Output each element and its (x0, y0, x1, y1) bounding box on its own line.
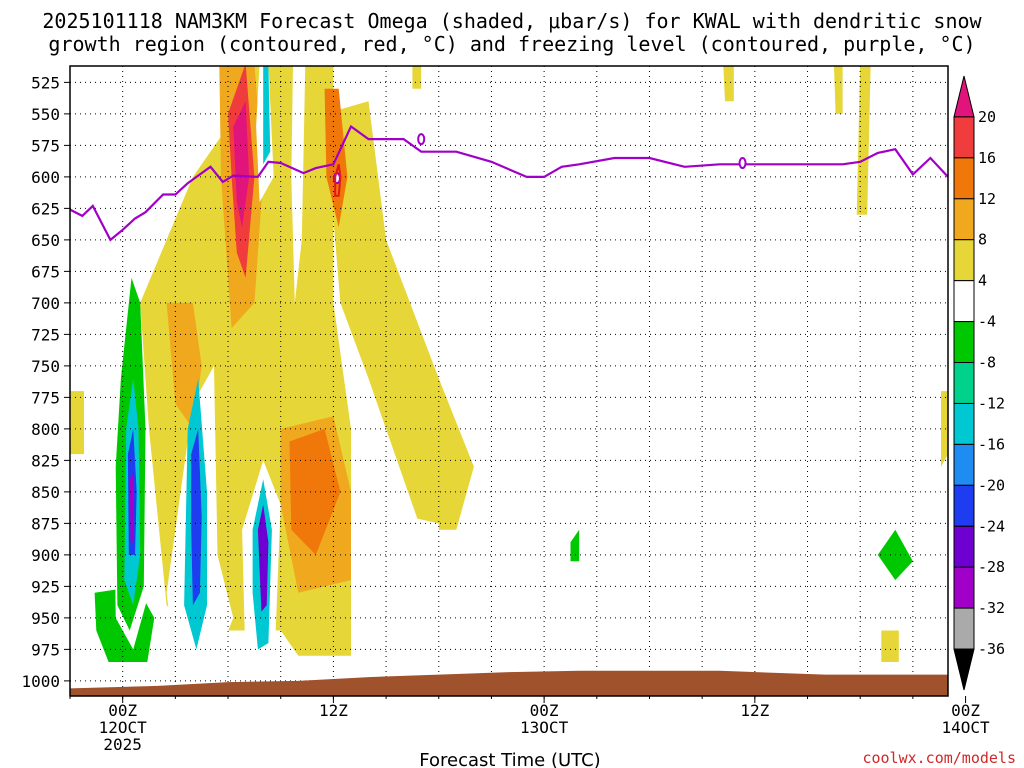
colorbar-swatch-2 (953, 157, 975, 200)
colorbar-label-13: -36 (978, 640, 1005, 658)
chart-title-line-1: 2025101118 NAM3KM Forecast Omega (shaded… (42, 9, 982, 33)
colorbar-swatch-10 (953, 484, 975, 527)
omega-region-36 (856, 66, 871, 215)
colorbar-swatch-13 (953, 607, 975, 650)
omega-region-32 (740, 567, 762, 631)
colorbar-swatch-4 (953, 239, 975, 282)
omega-region-38 (723, 66, 734, 102)
colorbar-swatch-7 (953, 362, 975, 404)
omega-region-39 (881, 630, 899, 662)
y-tick-label-525: 525 (31, 73, 60, 92)
terrain-fill (70, 670, 948, 696)
omega-region-29 (410, 517, 439, 593)
colorbar-label-6: -8 (978, 354, 996, 372)
colorbar-label-3: 8 (978, 231, 987, 249)
colorbar-swatch-3 (953, 198, 975, 241)
colorbar-label-2: 12 (978, 190, 996, 208)
omega-region-40 (540, 66, 548, 102)
omega-region-0 (70, 391, 84, 455)
colorbar-swatch-11 (953, 525, 975, 568)
x-tick-label-0-2: 2025 (103, 735, 142, 754)
colorbar-label-0: 20 (978, 108, 996, 126)
chart-title-line-2: growth region (contoured, red, °C) and f… (48, 32, 975, 56)
omega-region-20 (257, 504, 269, 612)
contour-lines (70, 124, 948, 242)
freezing-level-line (70, 124, 948, 242)
x-axis-label: Forecast Time (UTC) (419, 750, 600, 768)
colorbar-cap-top (953, 75, 975, 118)
colorbar-label-11: -28 (978, 558, 1005, 576)
y-tick-label-800: 800 (31, 420, 60, 439)
omega-region-27 (498, 189, 513, 379)
dgz-contour (334, 164, 342, 197)
y-tick-label-700: 700 (31, 294, 60, 313)
y-tick-label-725: 725 (31, 325, 60, 344)
omega-shading (70, 66, 948, 681)
omega-region-41 (412, 66, 422, 89)
x-tick-label-0-1: 12OCT (99, 718, 148, 737)
colorbar-label-7: -12 (978, 394, 1005, 412)
colorbar-swatch-1 (953, 116, 975, 159)
y-tick-label-900: 900 (31, 546, 60, 565)
y-tick-label-600: 600 (31, 168, 60, 187)
y-tick-label-1000: 1000 (21, 672, 60, 691)
colorbar-label-5: -4 (978, 313, 996, 331)
omega-region-23 (291, 66, 306, 303)
y-tick-label-875: 875 (31, 514, 60, 533)
omega-region-14 (289, 428, 341, 555)
y-axis: 525 550 575 600 625 650 675 700 725 750 775 800 825 8… (21, 73, 70, 691)
y-tick-label-975: 975 (31, 640, 60, 659)
colorbar: 20 16 12 8 4 -4 -8 -12 -16 -20 -24 -28 -32 -36 (953, 75, 1005, 691)
omega-region-22 (263, 66, 271, 165)
colorbar-label-12: -32 (978, 599, 1005, 617)
y-tick-label-825: 825 (31, 451, 60, 470)
y-tick-label-950: 950 (31, 609, 60, 628)
y-tick-label-925: 925 (31, 577, 60, 596)
freezing-level-label-0 (417, 133, 426, 146)
y-tick-label-650: 650 (31, 231, 60, 250)
x-tick-label-24-1: 13OCT (520, 718, 569, 737)
omega-region-33 (842, 391, 948, 618)
x-tick-label-48-0: 00Z (951, 701, 980, 720)
omega-region-30 (535, 491, 632, 662)
y-tick-label-850: 850 (31, 483, 60, 502)
y-tick-label-675: 675 (31, 262, 60, 281)
omega-region-28 (382, 611, 404, 681)
x-tick-label-24-0: 00Z (530, 701, 559, 720)
colorbar-label-10: -24 (978, 517, 1005, 535)
omega-region-37 (833, 66, 843, 114)
omega-region-12 (233, 101, 250, 228)
colorbar-swatch-12 (953, 566, 975, 609)
colorbar-label-1: 16 (978, 149, 996, 167)
colorbar-cap-bottom (953, 648, 975, 691)
y-tick-label-750: 750 (31, 357, 60, 376)
omega-region-35 (941, 391, 948, 467)
colorbar-swatch-9 (953, 443, 975, 486)
terrain-ground (70, 670, 948, 696)
colorbar-label-4: 4 (978, 272, 987, 290)
omega-region-25 (324, 101, 474, 530)
y-tick-label-575: 575 (31, 136, 60, 155)
omega-region-7 (129, 473, 134, 543)
y-tick-label-775: 775 (31, 388, 60, 407)
colorbar-swatch-5 (953, 280, 975, 323)
omega-region-17 (191, 428, 202, 606)
x-tick-label-36-0: 12Z (740, 701, 769, 720)
plot-frame (69, 65, 949, 697)
omega-region-31 (570, 529, 580, 562)
y-tick-label-625: 625 (31, 199, 60, 218)
colorbar-label-8: -16 (978, 435, 1005, 453)
x-tick-label-12-0: 12Z (319, 701, 348, 720)
freezing-level-label-1 (738, 157, 747, 170)
x-tick-label-48-1: 14OCT (941, 718, 990, 737)
site-credit: coolwx.com/models (862, 749, 1016, 767)
colorbar-label-9: -20 (978, 476, 1005, 494)
colorbar-swatch-6 (953, 321, 975, 364)
y-tick-label-550: 550 (31, 105, 60, 124)
colorbar-swatch-8 (953, 402, 975, 445)
x-tick-label-0-0: 00Z (108, 701, 137, 720)
